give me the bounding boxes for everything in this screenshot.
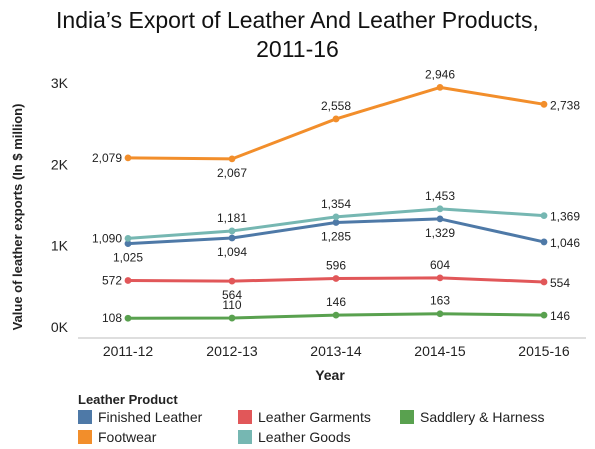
x-tick-label: 2013-14 <box>310 343 362 359</box>
x-tick-label: 2011-12 <box>103 343 154 359</box>
data-label-finished-leather: 1,025 <box>113 251 143 265</box>
data-point-footwear[interactable] <box>332 115 340 123</box>
data-point-leather-garments[interactable] <box>228 277 236 285</box>
legend-item-footwear[interactable]: Footwear <box>78 429 238 445</box>
y-tick-label: 1K <box>51 238 69 254</box>
legend-item-leather-garments[interactable]: Leather Garments <box>238 409 400 425</box>
data-label-footwear: 2,079 <box>92 151 122 165</box>
data-point-leather-garments[interactable] <box>332 275 340 282</box>
line-chart: Value of leather exports (In $ million) 0… <box>10 67 586 383</box>
legend-label-footwear: Footwear <box>98 429 157 445</box>
data-point-footwear[interactable] <box>436 83 444 91</box>
data-point-footwear[interactable] <box>124 154 132 162</box>
data-point-leather-goods[interactable] <box>436 205 444 213</box>
data-label-footwear: 2,946 <box>425 67 455 81</box>
legend-swatch-footwear <box>78 430 92 444</box>
legend-label-saddlery-harness: Saddlery & Harness <box>420 409 545 425</box>
chart-title-line-2: 2011-16 <box>256 36 339 62</box>
data-point-leather-goods[interactable] <box>332 213 340 221</box>
data-label-leather-garments: 604 <box>430 258 450 272</box>
data-label-saddlery-harness: 163 <box>430 294 450 308</box>
data-label-leather-goods: 1,090 <box>92 231 122 245</box>
data-label-leather-garments: 596 <box>326 259 346 273</box>
data-point-leather-garments[interactable] <box>124 277 132 284</box>
data-label-finished-leather: 1,094 <box>217 245 247 259</box>
legend-item-saddlery-harness[interactable]: Saddlery & Harness <box>400 409 580 425</box>
data-point-saddlery-harness[interactable] <box>228 314 236 322</box>
legend-item-leather-goods[interactable]: Leather Goods <box>238 429 400 445</box>
legend-title: Leather Product <box>78 392 178 407</box>
data-point-footwear[interactable] <box>228 155 236 163</box>
data-point-saddlery-harness[interactable] <box>436 310 444 318</box>
data-label-saddlery-harness: 146 <box>550 309 570 323</box>
data-label-leather-garments: 564 <box>222 288 242 302</box>
data-point-finished-leather[interactable] <box>124 240 132 248</box>
data-label-leather-garments: 572 <box>102 273 122 287</box>
legend-label-finished-leather: Finished Leather <box>98 409 203 425</box>
data-label-saddlery-harness: 110 <box>222 298 241 312</box>
data-point-saddlery-harness[interactable] <box>124 314 132 322</box>
data-point-finished-leather[interactable] <box>228 234 236 242</box>
legend: Leather Product Finished Leather Leather… <box>78 392 588 445</box>
legend-swatch-leather-goods <box>238 430 252 444</box>
data-point-finished-leather[interactable] <box>332 219 340 226</box>
data-label-footwear: 2,738 <box>550 98 580 112</box>
data-point-finished-leather[interactable] <box>540 238 548 246</box>
data-point-leather-goods[interactable] <box>540 212 548 220</box>
data-label-leather-goods: 1,354 <box>321 197 351 211</box>
data-label-footwear: 2,067 <box>217 166 247 180</box>
data-point-saddlery-harness[interactable] <box>332 311 340 319</box>
legend-label-leather-goods: Leather Goods <box>258 429 351 445</box>
data-label-leather-goods: 1,453 <box>425 189 455 203</box>
legend-item-finished-leather[interactable]: Finished Leather <box>78 409 238 425</box>
x-tick-label: 2015-16 <box>518 343 570 359</box>
data-label-saddlery-harness: 146 <box>326 295 346 309</box>
y-tick-label: 0K <box>51 319 69 335</box>
y-tick-label: 2K <box>51 156 69 172</box>
x-axis-title: Year <box>315 367 345 383</box>
data-label-leather-goods: 1,181 <box>217 211 247 225</box>
legend-swatch-finished-leather <box>78 410 92 424</box>
data-point-leather-goods[interactable] <box>228 227 236 235</box>
y-tick-label: 3K <box>51 75 69 91</box>
data-label-leather-goods: 1,369 <box>550 210 580 224</box>
data-point-saddlery-harness[interactable] <box>540 311 548 319</box>
chart-title: India’s Export of Leather And Leather Pr… <box>0 6 595 64</box>
data-label-finished-leather: 1,285 <box>321 229 351 243</box>
y-axis-title: Value of leather exports (In $ million) <box>10 104 25 331</box>
data-label-footwear: 2,558 <box>321 99 351 113</box>
data-label-saddlery-harness: 108 <box>102 311 122 325</box>
data-label-finished-leather: 1,329 <box>425 226 455 240</box>
chart-title-line-1: India’s Export of Leather And Leather Pr… <box>56 7 539 33</box>
legend-label-leather-garments: Leather Garments <box>258 409 371 425</box>
data-point-leather-garments[interactable] <box>436 274 444 282</box>
data-point-leather-garments[interactable] <box>540 278 548 286</box>
legend-swatch-saddlery-harness <box>400 410 414 424</box>
data-point-leather-goods[interactable] <box>124 234 132 242</box>
data-label-leather-garments: 554 <box>550 276 570 290</box>
data-label-finished-leather: 1,046 <box>550 236 580 250</box>
x-tick-label: 2012-13 <box>206 343 258 359</box>
data-point-footwear[interactable] <box>540 100 548 108</box>
legend-swatch-leather-garments <box>238 410 252 424</box>
data-point-finished-leather[interactable] <box>436 215 444 223</box>
x-tick-label: 2014-15 <box>414 343 466 359</box>
